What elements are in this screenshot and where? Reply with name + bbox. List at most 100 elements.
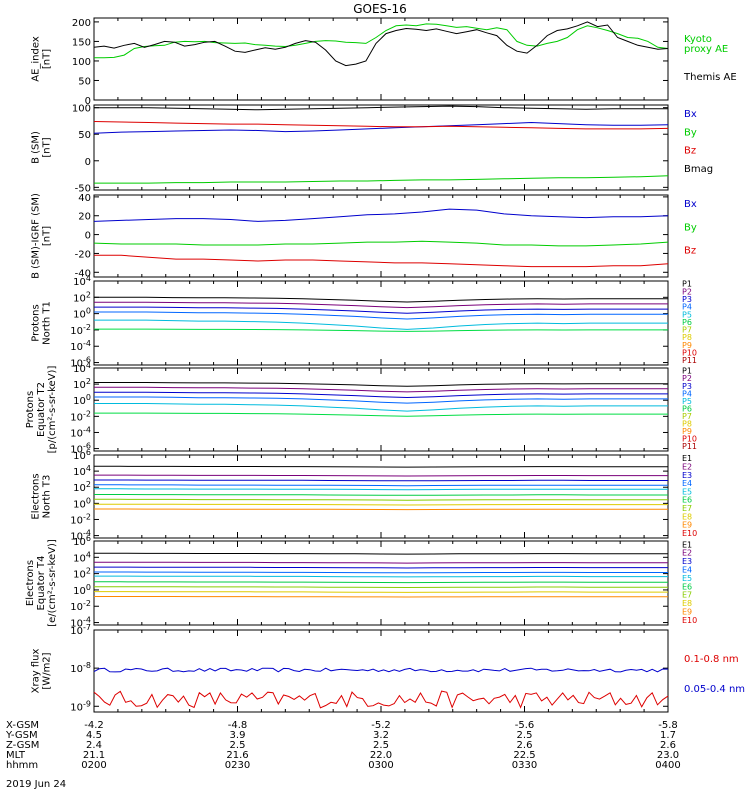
legend-entry: E7 xyxy=(682,504,692,513)
y-tick-label: 0 xyxy=(85,157,91,168)
y-axis-label: Xray flux xyxy=(31,649,42,694)
y-tick-label: 104 xyxy=(73,550,91,564)
legend-entry: Kyoto xyxy=(684,34,712,45)
legend-entry: P5 xyxy=(682,397,692,406)
x-row-value: 1.7 xyxy=(660,730,676,741)
series-bz xyxy=(94,254,669,268)
y-tick-label: 10-7 xyxy=(70,623,91,637)
legend-entry: E8 xyxy=(682,599,692,608)
legend-entry: E10 xyxy=(682,616,697,625)
series-p1 xyxy=(94,382,668,387)
y-tick-label: 100 xyxy=(72,104,91,115)
series-e8 xyxy=(94,591,668,593)
y-axis-label: [nT] xyxy=(42,137,53,157)
legend-entry: P8 xyxy=(682,333,692,342)
y-tick-label: 10-2 xyxy=(70,323,91,337)
y-tick-label: 10-2 xyxy=(70,599,91,613)
legend-entry: E9 xyxy=(682,608,692,617)
x-row-value: 0200 xyxy=(81,760,106,771)
y-tick-label: -50 xyxy=(75,183,91,194)
legend-entry: P11 xyxy=(682,356,697,365)
y-tick-label: 10-4 xyxy=(70,339,91,353)
series-e6 xyxy=(94,494,668,496)
x-row-label: X-GSM xyxy=(6,720,39,731)
series-themis-ae xyxy=(93,21,669,67)
y-axis-label: Protons xyxy=(31,304,42,341)
series-p3 xyxy=(94,306,668,314)
y-tick-label: 10-4 xyxy=(70,529,91,543)
y-tick-label: 10-2 xyxy=(70,409,91,423)
legend-entry: E2 xyxy=(682,549,692,558)
legend-entry: P3 xyxy=(682,295,692,304)
y-tick-label: 10-8 xyxy=(70,661,91,675)
series-p3 xyxy=(94,391,668,399)
y-tick-label: 102 xyxy=(73,567,91,581)
series-p4 xyxy=(94,311,668,320)
y-tick-label: 10-4 xyxy=(70,425,91,439)
series-e5 xyxy=(94,575,668,578)
y-tick-label: 100 xyxy=(73,393,91,407)
series-0-05-0-4-nm xyxy=(93,667,669,673)
y-axis-label: North T3 xyxy=(42,475,53,519)
legend-entry: E6 xyxy=(682,496,692,505)
y-tick-label: 0 xyxy=(85,96,91,107)
panel-frame xyxy=(93,104,669,191)
x-row-value: -5.8 xyxy=(658,720,678,731)
legend-entry: E3 xyxy=(682,471,692,480)
y-tick-label: 10-6 xyxy=(70,442,91,456)
series-by xyxy=(94,175,669,184)
y-tick-label: 102 xyxy=(73,480,91,494)
series-e3 xyxy=(94,566,668,569)
series-e1 xyxy=(94,552,668,555)
x-row-value: 0300 xyxy=(368,760,393,771)
series-e5 xyxy=(94,488,668,491)
x-row-value: 23.0 xyxy=(657,750,679,761)
series-e3 xyxy=(94,479,668,482)
panel-ee: 106 104 102 100 10-2 10-4 Electrons Equator T4[… xyxy=(25,534,697,630)
series-0-1-0-8-nm xyxy=(93,690,669,709)
series-by xyxy=(93,240,669,247)
y-axis-label: [nT] xyxy=(42,226,53,246)
x-row-value: 2.5 xyxy=(373,740,389,751)
x-row-value: -4.8 xyxy=(228,720,248,731)
legend-entry: Bx xyxy=(684,199,697,210)
legend-entry: E8 xyxy=(682,512,692,521)
legend-entry: P9 xyxy=(682,341,692,350)
y-axis-label: Equator T4 xyxy=(36,556,47,611)
series-p4 xyxy=(94,396,668,404)
x-row-value: 21.6 xyxy=(226,750,248,761)
x-row-value: 0230 xyxy=(225,760,250,771)
series-bx xyxy=(93,208,669,222)
x-row-value: 2.6 xyxy=(660,740,676,751)
legend-entry: By xyxy=(684,222,697,233)
y-tick-label: 50 xyxy=(78,130,91,141)
y-tick-label: 104 xyxy=(73,361,91,375)
series-bmag xyxy=(94,105,668,111)
y-tick-label: 100 xyxy=(73,307,91,321)
legend-entry: E7 xyxy=(682,591,692,600)
x-row-value: 21.1 xyxy=(83,750,105,761)
legend-entry: E5 xyxy=(682,574,692,583)
plot-title: GOES-16 xyxy=(353,2,407,16)
x-axis-labels: X-GSM -4.2 -4.8 -5.2 -5.6 -5.8Y-GSM 4.5 3.9 3.2 2… xyxy=(5,720,681,771)
series-kyoto-proxy-ae xyxy=(94,23,669,59)
panel-frame xyxy=(93,17,669,101)
y-tick-label: 100 xyxy=(73,583,91,597)
x-row-value: -5.6 xyxy=(515,720,535,731)
y-tick-label: 104 xyxy=(73,274,91,288)
legend-entry: 0.05-0.4 nm xyxy=(684,684,745,695)
x-row-value: 4.5 xyxy=(86,730,102,741)
date-label: 2019 Jun 24 xyxy=(6,779,66,790)
series-e6 xyxy=(94,581,668,584)
series-e4 xyxy=(94,571,668,574)
series-p2 xyxy=(94,301,668,309)
legend-entry: Bz xyxy=(684,246,696,257)
y-tick-label: 200 xyxy=(72,18,91,29)
y-tick-label: 10-2 xyxy=(70,512,91,526)
series-bz xyxy=(93,121,669,130)
legend-entry: P2 xyxy=(682,287,692,296)
legend-entry: Bz xyxy=(684,146,696,157)
y-tick-label: -40 xyxy=(75,268,91,279)
